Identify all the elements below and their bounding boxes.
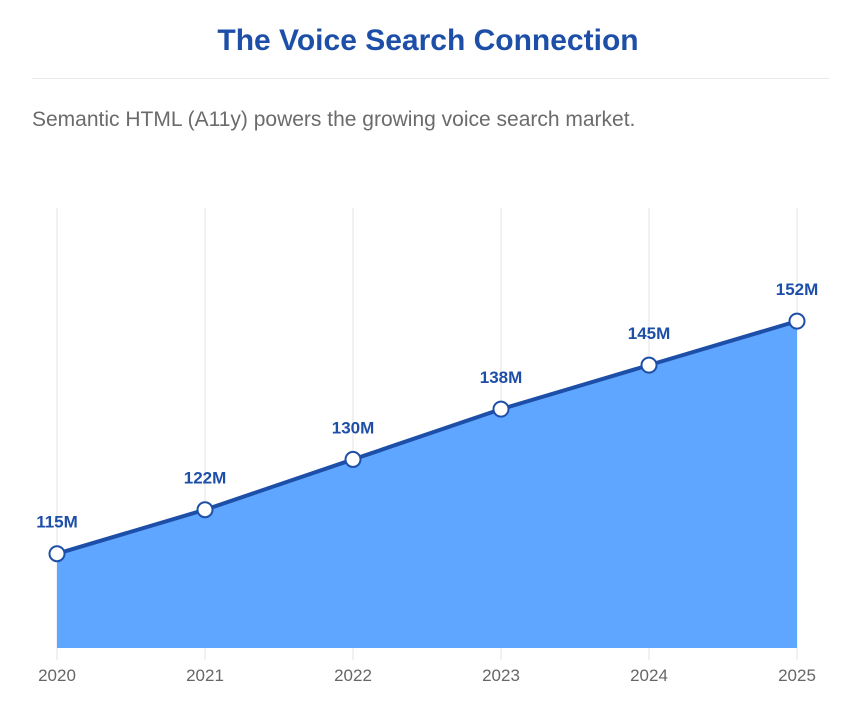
data-label: 130M <box>332 418 375 437</box>
data-label: 138M <box>480 368 523 387</box>
x-tick-label: 2023 <box>482 666 520 685</box>
data-point <box>196 501 214 519</box>
data-label: 145M <box>628 324 671 343</box>
x-tick-label: 2025 <box>778 666 816 685</box>
x-tick-label: 2024 <box>630 666 668 685</box>
x-tick-label: 2020 <box>38 666 76 685</box>
x-tick-label: 2021 <box>186 666 224 685</box>
data-label: 115M <box>36 513 78 532</box>
area-fill <box>57 321 797 648</box>
data-point <box>640 356 658 374</box>
data-label: 152M <box>776 280 819 299</box>
x-tick-label: 2022 <box>334 666 372 685</box>
divider <box>32 78 829 79</box>
series-line <box>56 319 798 556</box>
subtitle: Semantic HTML (A11y) powers the growing … <box>32 108 636 131</box>
data-point <box>788 312 806 330</box>
page-title: The Voice Search Connection <box>217 24 639 57</box>
data-point <box>492 400 510 418</box>
data-point <box>344 450 362 468</box>
data-label: 122M <box>184 469 227 488</box>
data-point <box>48 545 66 563</box>
